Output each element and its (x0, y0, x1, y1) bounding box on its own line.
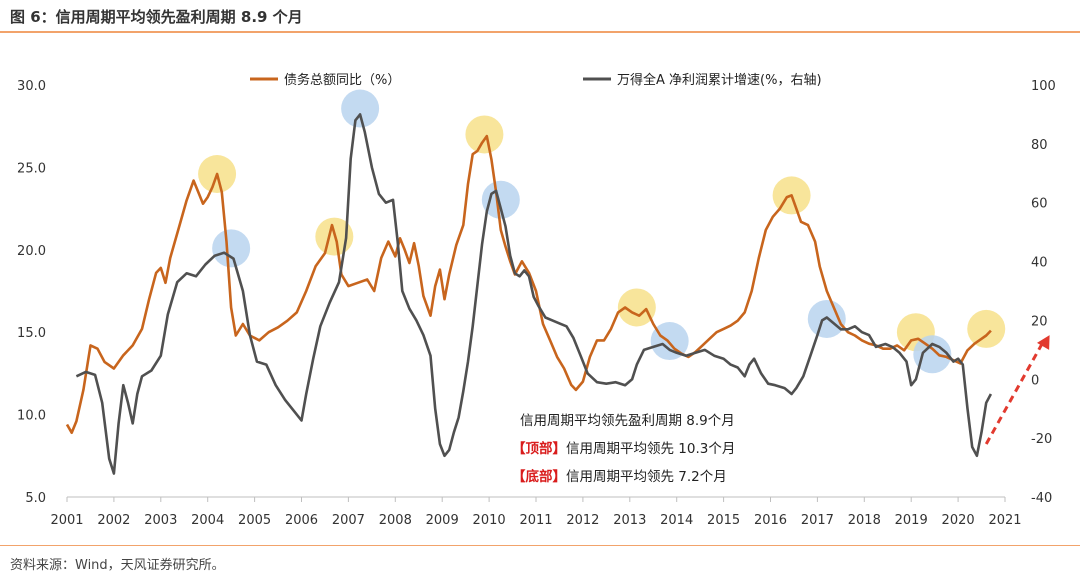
x-tick-label-13: 2014 (660, 513, 693, 528)
trend-arrow-shaft (984, 340, 1045, 445)
x-tick-label-18: 2019 (895, 513, 928, 528)
peak-marker-1 (212, 229, 251, 268)
x-tick-label-14: 2015 (707, 513, 740, 528)
y-right-tick-label-6: 80 (1031, 138, 1048, 153)
line-chart: 2001 2002 2003 2004 2005 2006 2007 2008 2009 2010… (17, 72, 1056, 528)
y-right-tick-label-3: 20 (1031, 314, 1048, 329)
annotation-trough-tag: 【底部】 (512, 469, 566, 485)
x-tick-label-12: 2013 (613, 513, 646, 528)
figure-title: 图 6：信用周期平均领先盈利周期 8.9 个月 (10, 8, 303, 26)
trend-arrow (984, 335, 1050, 445)
y-left-tick-label-5: 30.0 (17, 79, 46, 94)
y-left-tick-label-1: 10.0 (17, 409, 46, 424)
x-tick-label-2: 2003 (144, 513, 177, 528)
annotation-peak-text: 信用周期平均领先 10.3个月 (566, 441, 736, 457)
y-left-tick-label-2: 15.0 (17, 326, 46, 341)
peak-marker-4 (465, 115, 504, 154)
x-tick-label-20: 2021 (988, 513, 1021, 528)
x-tick-label-7: 2008 (379, 513, 412, 528)
y-right-tick-label-2: 0 (1031, 373, 1039, 388)
x-tick-label-1: 2002 (97, 513, 130, 528)
x-tick-label-6: 2007 (332, 513, 365, 528)
chart-axes: 2001 2002 2003 2004 2005 2006 2007 2008 2009 2010… (17, 79, 1056, 528)
source-note: 资料来源：Wind，天风证券研究所。 (10, 558, 225, 573)
y-right-tick-label-4: 40 (1031, 256, 1048, 271)
x-tick-label-8: 2009 (426, 513, 459, 528)
legend-label-1: 万得全A 净利润累计增速(%，右轴) (617, 72, 822, 88)
annotation-trough-text: 信用周期平均领先 7.2个月 (566, 469, 727, 485)
annotation-peak-tag: 【顶部】 (512, 441, 566, 457)
peak-marker-3 (341, 89, 380, 128)
peak-marker-5 (481, 180, 520, 219)
series-lines (65, 113, 993, 475)
series-line-1 (75, 113, 993, 475)
y-right-tick-label-0: -40 (1031, 491, 1052, 506)
y-right-tick-label-5: 60 (1031, 197, 1048, 212)
y-right-tick-label-1: -20 (1031, 432, 1052, 447)
trough-marker-0 (617, 288, 656, 327)
x-tick-label-9: 2010 (473, 513, 506, 528)
x-tick-label-11: 2012 (566, 513, 599, 528)
x-tick-label-19: 2020 (942, 513, 975, 528)
y-right-tick-label-7: 100 (1031, 79, 1056, 94)
x-tick-label-4: 2005 (238, 513, 271, 528)
x-tick-label-10: 2011 (519, 513, 552, 528)
trough-marker-3 (913, 335, 952, 374)
annotation-average-lead: 信用周期平均领先盈利周期 8.9个月 (520, 413, 735, 429)
trend-arrow-head (1037, 335, 1050, 350)
y-left-tick-label-0: 5.0 (25, 491, 46, 506)
source-rule (0, 545, 1080, 546)
x-tick-label-5: 2006 (285, 513, 318, 528)
annotation-trough-lead: 【底部】信用周期平均领先 7.2个月 (512, 465, 727, 485)
trough-marker-4 (967, 309, 1006, 348)
annotation-peak-lead: 【顶部】信用周期平均领先 10.3个月 (512, 437, 735, 457)
x-tick-label-3: 2004 (191, 513, 224, 528)
y-left-tick-label-4: 25.0 (17, 161, 46, 176)
title-rule (0, 31, 1080, 33)
chart-legend: 债务总额同比（%） 万得全A 净利润累计增速(%，右轴) (250, 72, 822, 88)
legend-label-0: 债务总额同比（%） (284, 72, 400, 88)
x-tick-label-15: 2016 (754, 513, 787, 528)
x-tick-label-16: 2017 (801, 513, 834, 528)
x-tick-label-0: 2001 (50, 513, 83, 528)
x-tick-label-17: 2018 (848, 513, 881, 528)
y-left-tick-label-3: 20.0 (17, 244, 46, 259)
